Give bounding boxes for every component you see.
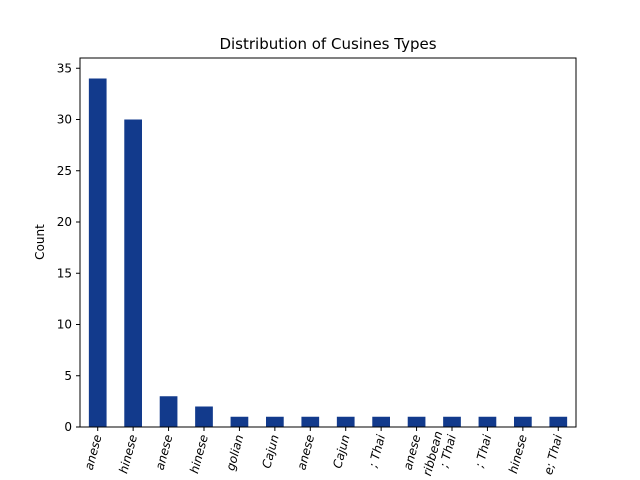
x-tick-label-2: anese bbox=[153, 433, 176, 471]
x-tick-label-5: Cajun bbox=[259, 433, 281, 470]
bar-12 bbox=[514, 416, 532, 427]
bar-7 bbox=[336, 416, 355, 427]
bars-group bbox=[88, 78, 568, 427]
x-tick-label-1: hinese bbox=[116, 433, 140, 475]
bar-13 bbox=[549, 416, 568, 427]
x-tick-label-11: ; Thai bbox=[472, 433, 494, 470]
x-tick-label-0: anese bbox=[82, 433, 105, 471]
x-tick-label-6: anese bbox=[294, 433, 317, 471]
bar-10 bbox=[443, 416, 461, 427]
x-tick-label-4: golian bbox=[223, 433, 246, 472]
bar-3 bbox=[195, 406, 213, 427]
plot-frame bbox=[79, 57, 577, 428]
y-tick-label-2: 10 bbox=[57, 318, 72, 332]
x-tick-label-12: hinese bbox=[506, 433, 530, 475]
x-tick-label-8: ; Thai bbox=[366, 433, 388, 470]
y-ticks-group: 0 5 10 15 20 25 30 35 bbox=[57, 61, 80, 434]
y-tick-label-5: 25 bbox=[57, 164, 72, 178]
y-axis-label: Count bbox=[33, 224, 47, 260]
x-tick-label-10: ribbean; Thai bbox=[420, 429, 459, 480]
y-tick-label-6: 30 bbox=[57, 113, 72, 127]
x-tick-label-7: Cajun bbox=[330, 433, 352, 470]
x-ticks-group: anese hinese anese hinese golian Cajun anese Ca… bbox=[82, 427, 565, 480]
y-tick-label-0: 0 bbox=[64, 420, 72, 434]
bar-11 bbox=[478, 416, 497, 427]
y-tick-label-1: 5 bbox=[64, 369, 72, 383]
y-tick-label-7: 35 bbox=[57, 61, 72, 75]
x-tick-label-3: hinese bbox=[187, 433, 211, 475]
x-tick-label-9: anese bbox=[401, 433, 424, 471]
bar-9 bbox=[407, 416, 426, 427]
x-tick-label-13: e; Thai bbox=[541, 433, 565, 477]
bar-6 bbox=[301, 416, 320, 427]
bar-4 bbox=[230, 416, 249, 427]
bar-1 bbox=[124, 119, 142, 427]
y-tick-label-3: 15 bbox=[57, 266, 72, 280]
bar-5 bbox=[266, 416, 284, 427]
bar-2 bbox=[159, 396, 178, 427]
y-tick-label-4: 20 bbox=[57, 215, 72, 229]
bar-8 bbox=[372, 416, 390, 427]
bar-0 bbox=[88, 78, 107, 427]
chart-title: Distribution of Cusines Types bbox=[219, 35, 436, 53]
